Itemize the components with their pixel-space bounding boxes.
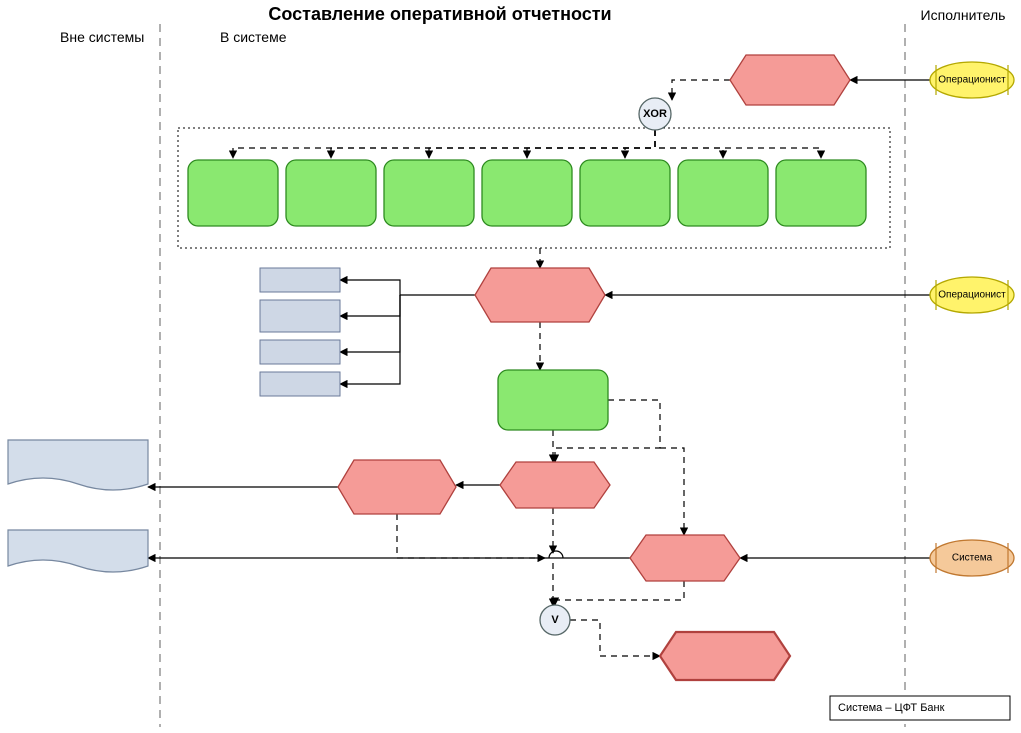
- node-shape: [498, 370, 608, 430]
- v-label: V: [551, 614, 559, 626]
- node-shape: [338, 460, 456, 514]
- node-actor3: Система: [930, 540, 1014, 576]
- swimlane-actor-label: Исполнитель: [921, 7, 1006, 23]
- node-shape: [475, 268, 605, 322]
- diagram-title: Составление оперативной отчетности: [268, 4, 611, 24]
- node-shape: [260, 372, 340, 396]
- node-v: V: [540, 605, 570, 635]
- node-shape: [630, 535, 740, 581]
- actor2-label: Операционист: [938, 290, 1006, 301]
- node-shape: [188, 160, 278, 226]
- node-shape: [776, 160, 866, 226]
- node-actor1: Операционист: [930, 62, 1014, 98]
- node-shape: [286, 160, 376, 226]
- xor-label: XOR: [643, 108, 667, 120]
- node-shape: [678, 160, 768, 226]
- node-legend: Система – ЦФТ Банк: [830, 696, 1010, 720]
- node-shape: [500, 462, 610, 508]
- node-shape: [260, 300, 340, 332]
- canvas: [0, 0, 1021, 733]
- node-shape: [384, 160, 474, 226]
- node-shape: [482, 160, 572, 226]
- node-shape: [730, 55, 850, 105]
- node-shape: [260, 268, 340, 292]
- node-shape: [580, 160, 670, 226]
- swimlane-outside-label: Вне системы: [60, 29, 144, 45]
- actor1-label: Операционист: [938, 75, 1006, 86]
- swimlane-inside-label: В системе: [220, 29, 287, 45]
- node-actor2: Операционист: [930, 277, 1014, 313]
- node-shape: [660, 632, 790, 680]
- legend-label: Система – ЦФТ Банк: [838, 702, 945, 714]
- actor3-label: Система: [952, 553, 993, 564]
- node-shape: [260, 340, 340, 364]
- node-xor: XOR: [639, 98, 671, 130]
